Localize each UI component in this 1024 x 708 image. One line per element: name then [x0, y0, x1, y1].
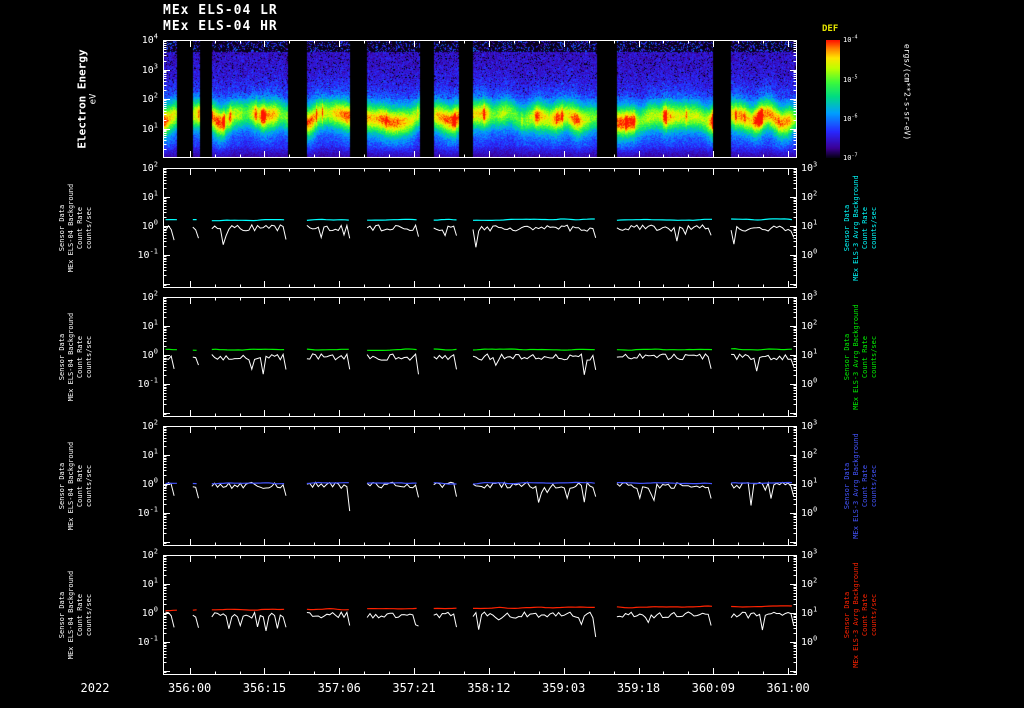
- colorbar-units-label: ergs/(cm**2-s-sr-eV): [890, 6, 924, 178]
- avrg-background-axis-label: Sensor Data MEx ELS-3 Avrg Background Coun…: [838, 426, 884, 546]
- avrg-count-rate-y-tick-label: 101: [801, 477, 818, 491]
- count-rate-y-axis-label-text: Sensor Data MEx ELS-04 Background Count Ra…: [58, 570, 93, 660]
- avrg-count-rate-y-tick-label: 100: [801, 635, 818, 649]
- count-rate-y-tick-label: 102: [141, 290, 158, 304]
- avrg-count-rate-y-tick-label: 100: [801, 248, 818, 262]
- avrg-count-rate-y-tick-label: 103: [801, 419, 818, 433]
- avrg-background-axis-label: Sensor Data MEx ELS-3 Avrg Background Coun…: [838, 555, 884, 675]
- avrg-count-rate-y-tick-label: 100: [801, 377, 818, 391]
- avrg-count-rate-y-tick-label: 101: [801, 606, 818, 620]
- spectrogram-y-tick-label: 103: [141, 62, 158, 76]
- count-rate-y-tick-label: 100: [141, 606, 158, 620]
- plot-titles: MEx ELS-04 LR MEx ELS-04 HR: [163, 3, 278, 35]
- x-axis-tick-label: 360:09: [691, 681, 735, 695]
- x-axis-tick-label: 361:00: [766, 681, 810, 695]
- avrg-count-rate-y-tick-label: 103: [801, 290, 818, 304]
- spectrogram-y-tick-label: 101: [141, 121, 158, 135]
- plot-title-lr: MEx ELS-04 LR: [163, 3, 278, 18]
- colorbar-tick-label: 10-7: [843, 153, 858, 163]
- spectrogram-y-axis-label-text: Electron Energy: [75, 49, 89, 149]
- avrg-background-axis-label-text: Sensor Data MEx ELS-3 Avrg Background Coun…: [843, 433, 878, 539]
- avrg-background-axis-label: Sensor Data MEx ELS-3 Avrg Background Coun…: [838, 297, 884, 417]
- spectrogram-y-axis-units: eV: [88, 93, 99, 105]
- def-colorbar: [826, 40, 840, 158]
- count-rate-y-tick-label: 10-1: [137, 635, 158, 649]
- avrg-count-rate-y-tick-label: 101: [801, 219, 818, 233]
- colorbar-tick-label: 10-6: [843, 113, 858, 123]
- count-rate-y-tick-label: 102: [141, 161, 158, 175]
- count-rate-y-tick-label: 102: [141, 548, 158, 562]
- count-rate-y-tick-label: 10-1: [137, 377, 158, 391]
- x-axis-year-label: 2022: [80, 681, 110, 695]
- count-rate-y-tick-label: 10-1: [137, 506, 158, 520]
- avrg-count-rate-y-tick-label: 100: [801, 506, 818, 520]
- x-axis-tick-label: 359:03: [542, 681, 586, 695]
- avrg-count-rate-y-tick-label: 102: [801, 577, 818, 591]
- count-rate-y-axis-label: Sensor Data MEx ELS-04 Background Count Ra…: [50, 555, 102, 675]
- colorbar-title: DEF: [822, 24, 839, 34]
- count-rate-y-axis-label: Sensor Data MEx ELS-04 Background Count Ra…: [50, 297, 102, 417]
- count-rate-panel-4: [163, 555, 797, 675]
- avrg-background-axis-label: Sensor Data MEx ELS-3 Avrg Background Coun…: [838, 168, 884, 288]
- x-axis-tick-label: 356:00: [167, 681, 212, 695]
- count-rate-panel-3: [163, 426, 797, 546]
- avrg-count-rate-y-tick-label: 102: [801, 190, 818, 204]
- count-rate-y-tick-label: 101: [141, 448, 158, 462]
- avrg-count-rate-y-tick-label: 102: [801, 448, 818, 462]
- avrg-count-rate-y-tick-label: 103: [801, 161, 818, 175]
- count-rate-y-tick-label: 100: [141, 219, 158, 233]
- count-rate-y-tick-label: 100: [141, 477, 158, 491]
- count-rate-y-tick-label: 102: [141, 419, 158, 433]
- count-rate-panel-1: [163, 168, 797, 288]
- colorbar-tick-label: 10-4: [843, 35, 858, 45]
- count-rate-panel-2: [163, 297, 797, 417]
- count-rate-y-tick-label: 101: [141, 577, 158, 591]
- x-axis-tick-label: 356:15: [242, 681, 287, 695]
- colorbar-tick-label: 10-5: [843, 74, 858, 84]
- avrg-background-axis-label-text: Sensor Data MEx ELS-3 Avrg Background Coun…: [843, 175, 878, 281]
- count-rate-y-axis-label: Sensor Data MEx ELS-04 Background Count Ra…: [50, 426, 102, 546]
- colorbar-units-text: ergs/(cm**2-s-sr-eV): [902, 43, 912, 141]
- x-axis-tick-label: 357:21: [392, 681, 436, 695]
- count-rate-y-tick-label: 101: [141, 190, 158, 204]
- x-axis-tick-label: 357:06: [317, 681, 361, 695]
- count-rate-y-axis-label-text: Sensor Data MEx ELS-04 Background Count Ra…: [58, 312, 93, 402]
- plot-title-hr: MEx ELS-04 HR: [163, 19, 278, 34]
- spectrogram-y-tick-label: 102: [141, 92, 158, 106]
- spectrogram-axes: [163, 40, 797, 158]
- avrg-background-axis-label-text: Sensor Data MEx ELS-3 Avrg Background Coun…: [843, 562, 878, 668]
- x-axis-tick-label: 358:12: [467, 681, 511, 695]
- count-rate-y-axis-label-text: Sensor Data MEx ELS-04 Background Count Ra…: [58, 183, 93, 273]
- count-rate-y-tick-label: 10-1: [137, 248, 158, 262]
- spectrogram-y-tick-label: 104: [141, 33, 158, 47]
- avrg-count-rate-y-tick-label: 103: [801, 548, 818, 562]
- x-axis-tick-label: 359:18: [616, 681, 661, 695]
- count-rate-y-tick-label: 101: [141, 319, 158, 333]
- avrg-count-rate-y-tick-label: 101: [801, 348, 818, 362]
- avrg-background-axis-label-text: Sensor Data MEx ELS-3 Avrg Background Coun…: [843, 304, 878, 410]
- electron-energy-spectrogram: [163, 40, 797, 158]
- count-rate-y-tick-label: 100: [141, 348, 158, 362]
- count-rate-y-axis-label: Sensor Data MEx ELS-04 Background Count Ra…: [50, 168, 102, 288]
- avrg-count-rate-y-tick-label: 102: [801, 319, 818, 333]
- count-rate-y-axis-label-text: Sensor Data MEx ELS-04 Background Count Ra…: [58, 441, 93, 531]
